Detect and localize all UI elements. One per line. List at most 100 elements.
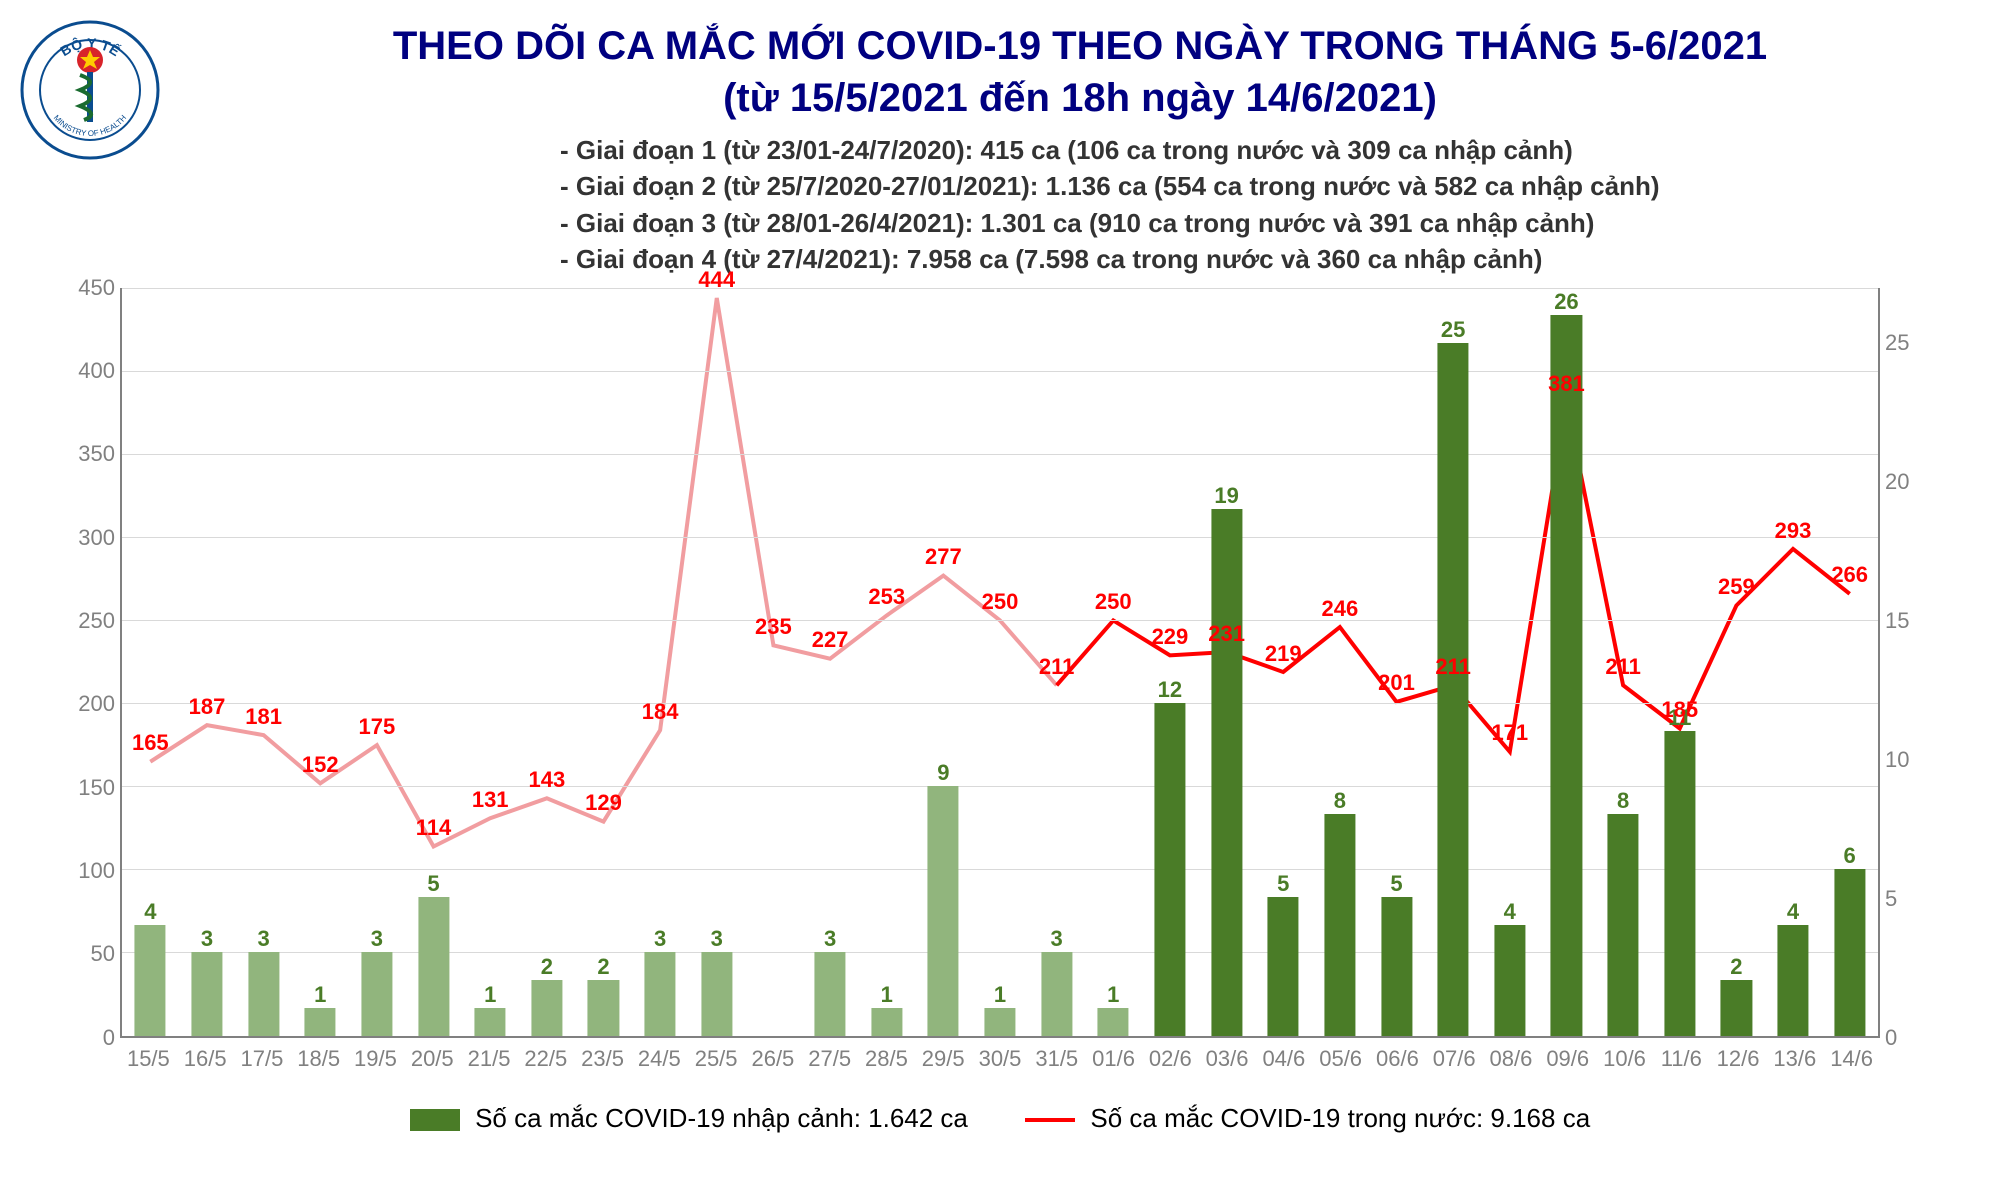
bar-label: 3 [711, 926, 723, 952]
bar [871, 1008, 902, 1036]
chart: 050100150200250300350400450 0510152025 4… [120, 288, 1880, 1088]
bar-label: 2 [541, 954, 553, 980]
y-axis-right: 0510152025 [1885, 288, 1935, 1038]
line-label: 250 [1095, 589, 1132, 615]
x-tick: 07/6 [1433, 1046, 1476, 1072]
y-right-tick: 5 [1885, 886, 1935, 912]
y-left-tick: 200 [60, 691, 115, 717]
line-label: 235 [755, 614, 792, 640]
x-tick: 08/6 [1490, 1046, 1533, 1072]
bar-label: 9 [937, 760, 949, 786]
line-label: 219 [1265, 640, 1302, 666]
x-tick: 29/5 [922, 1046, 965, 1072]
bar [1721, 980, 1752, 1035]
bar-label: 3 [201, 926, 213, 952]
notes-block: - Giai đoạn 1 (từ 23/01-24/7/2020): 415 … [560, 132, 1980, 278]
x-tick: 24/5 [638, 1046, 681, 1072]
bar [361, 952, 392, 1035]
bar [1041, 952, 1072, 1035]
bar-label: 8 [1334, 788, 1346, 814]
line-label: 250 [982, 589, 1019, 615]
bar [1098, 1008, 1129, 1036]
x-tick: 05/6 [1319, 1046, 1362, 1072]
y-left-tick: 100 [60, 858, 115, 884]
y-left-tick: 300 [60, 525, 115, 551]
bar-label: 8 [1617, 788, 1629, 814]
bar [475, 1008, 506, 1036]
bar-label: 4 [1787, 899, 1799, 925]
line-label: 184 [642, 699, 679, 725]
line-label: 181 [245, 703, 282, 729]
bar-label: 3 [371, 926, 383, 952]
x-tick: 12/6 [1717, 1046, 1760, 1072]
x-tick: 09/6 [1546, 1046, 1589, 1072]
y-left-tick: 250 [60, 608, 115, 634]
legend: Số ca mắc COVID-19 nhập cảnh: 1.642 ca S… [20, 1103, 1980, 1134]
ministry-logo: BỘ Y TẾ MINISTRY OF HEALTH [20, 20, 160, 160]
bar [248, 952, 279, 1035]
x-tick: 14/6 [1830, 1046, 1873, 1072]
bar [814, 952, 845, 1035]
bar [588, 980, 619, 1035]
y-left-tick: 50 [60, 941, 115, 967]
line-label: 211 [1605, 654, 1641, 680]
bar-label: 4 [144, 899, 156, 925]
note-2: - Giai đoạn 2 (từ 25/7/2020-27/01/2021):… [560, 168, 1980, 204]
bar-label: 19 [1214, 483, 1238, 509]
bar [1154, 703, 1185, 1035]
bar-label: 3 [654, 926, 666, 952]
line-label: 165 [132, 730, 169, 756]
note-1: - Giai đoạn 1 (từ 23/01-24/7/2020): 415 … [560, 132, 1980, 168]
x-tick: 20/5 [411, 1046, 454, 1072]
bar-label: 3 [1051, 926, 1063, 952]
bar [1664, 731, 1695, 1036]
line-label: 211 [1039, 654, 1075, 680]
bar-label: 4 [1504, 899, 1516, 925]
note-3: - Giai đoạn 3 (từ 28/01-26/4/2021): 1.30… [560, 205, 1980, 241]
x-tick: 27/5 [808, 1046, 851, 1072]
bar-label: 1 [484, 982, 496, 1008]
bar-label: 1 [994, 982, 1006, 1008]
bar-label: 1 [1107, 982, 1119, 1008]
x-tick: 15/5 [127, 1046, 170, 1072]
line-label: 152 [302, 752, 339, 778]
bar [701, 952, 732, 1035]
line-label: 171 [1491, 720, 1528, 746]
bar [984, 1008, 1015, 1036]
legend-bar-swatch [410, 1109, 460, 1131]
line-label: 131 [472, 787, 509, 813]
title-block: THEO DÕI CA MẮC MỚI COVID-19 THEO NGÀY T… [180, 20, 1980, 278]
bar [645, 952, 676, 1035]
bar-label: 5 [1390, 871, 1402, 897]
x-tick: 17/5 [241, 1046, 284, 1072]
bar [135, 925, 166, 1036]
x-tick: 04/6 [1262, 1046, 1305, 1072]
plot-area: 4331351223331913112195852542681124616518… [120, 288, 1880, 1038]
x-tick: 03/6 [1206, 1046, 1249, 1072]
bar-label: 25 [1441, 317, 1465, 343]
x-tick: 30/5 [979, 1046, 1022, 1072]
line-label: 211 [1435, 654, 1471, 680]
x-tick: 21/5 [468, 1046, 511, 1072]
line-label: 175 [359, 713, 396, 739]
legend-line-label: Số ca mắc COVID-19 trong nước: 9.168 ca [1090, 1103, 1590, 1133]
bar-label: 5 [1277, 871, 1289, 897]
bar [1834, 869, 1865, 1035]
bar-label: 1 [314, 982, 326, 1008]
bar [1211, 509, 1242, 1035]
header: BỘ Y TẾ MINISTRY OF HEALTH THEO DÕI CA M… [20, 20, 1980, 278]
line-label: 229 [1152, 624, 1189, 650]
bar [1324, 814, 1355, 1036]
y-left-tick: 400 [60, 358, 115, 384]
line-label: 259 [1718, 574, 1755, 600]
x-tick: 28/5 [865, 1046, 908, 1072]
x-tick: 11/6 [1661, 1046, 1702, 1072]
bar-label: 5 [427, 871, 439, 897]
bar [531, 980, 562, 1035]
line-label: 129 [585, 790, 622, 816]
line-label: 444 [698, 266, 735, 292]
line-label: 253 [868, 584, 905, 610]
y-left-tick: 0 [60, 1025, 115, 1051]
x-tick: 23/5 [581, 1046, 624, 1072]
line-label: 187 [189, 694, 226, 720]
